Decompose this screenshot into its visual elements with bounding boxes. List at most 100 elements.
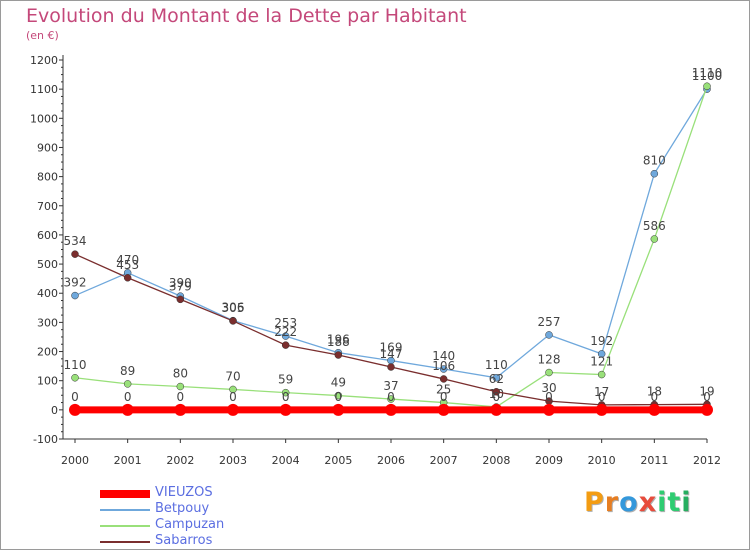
data-point-betpouy [492, 374, 501, 382]
data-point-vieuzos [121, 403, 134, 416]
data-point-sabarros [439, 375, 448, 383]
x-tick-label: 2010 [588, 454, 616, 467]
data-point-vieuzos [227, 403, 239, 416]
data-point-sabarros [492, 388, 501, 396]
data-label-betpouy: 810 [643, 154, 666, 168]
logo-letter: t [667, 487, 682, 518]
data-label-campuzan: 37 [383, 379, 398, 393]
data-point-vieuzos [701, 403, 713, 416]
data-point-campuzan [650, 235, 659, 243]
legend-item-campuzan: Campuzan [100, 517, 300, 534]
data-label-betpouy: 392 [64, 276, 87, 290]
legend-item-betpouy: Betpouy [100, 501, 300, 518]
data-label-betpouy: 196 [327, 333, 350, 347]
data-label-vieuzos: 0 [177, 390, 185, 404]
data-point-campuzan [229, 385, 237, 394]
data-label-vieuzos: 0 [71, 390, 79, 404]
data-point-sabarros [229, 317, 237, 325]
y-tick-label: 700 [37, 200, 58, 213]
legend: VIEUZOS Betpouy Campuzan Sabarros [100, 485, 300, 550]
logo-letter: x [638, 487, 658, 518]
data-label-sabarros: 147 [380, 347, 403, 361]
data-label-betpouy: 306 [222, 301, 245, 315]
x-tick-label: 2001 [114, 454, 142, 467]
x-tick-label: 2003 [219, 454, 247, 467]
data-label-sabarros: 188 [327, 335, 350, 349]
y-tick-label: 0 [51, 404, 58, 417]
data-label-campuzan: 128 [538, 353, 561, 367]
data-point-sabarros [281, 341, 290, 349]
chart-subtitle: (en €) [26, 29, 59, 42]
data-point-betpouy [597, 350, 606, 358]
data-label-betpouy: 1100 [692, 69, 723, 83]
logo-letter: i [657, 487, 668, 518]
logo-letter: i [681, 487, 692, 518]
data-point-vieuzos [69, 403, 81, 416]
data-point-campuzan [597, 370, 606, 379]
data-label-sabarros: 534 [64, 234, 87, 248]
logo-letter: r [604, 487, 620, 518]
y-tick-label: 1200 [30, 54, 58, 67]
data-label-campuzan: 80 [173, 367, 188, 381]
data-label-campuzan: 25 [436, 383, 451, 397]
data-point-campuzan [176, 382, 185, 391]
data-label-vieuzos: 0 [124, 390, 132, 404]
data-point-betpouy [545, 331, 553, 339]
y-tick-label: 600 [37, 229, 58, 242]
data-point-campuzan [703, 82, 711, 90]
data-point-campuzan [334, 391, 343, 400]
y-tick-label: 500 [37, 258, 58, 271]
data-label-sabarros: 222 [274, 325, 297, 339]
legend-swatch [100, 541, 150, 543]
data-label-vieuzos: 0 [440, 390, 448, 404]
data-point-campuzan [545, 368, 553, 377]
y-tick-label: 200 [37, 346, 58, 359]
data-label-betpouy: 169 [380, 341, 403, 355]
data-point-vieuzos [490, 403, 503, 416]
data-point-betpouy [71, 291, 79, 300]
x-tick-label: 2005 [324, 454, 352, 467]
data-point-vieuzos [279, 403, 292, 416]
legend-item-sabarros: Sabarros [100, 533, 300, 550]
y-tick-label: 900 [37, 141, 58, 154]
x-tick-label: 2004 [272, 454, 300, 467]
data-label-sabarros: 18 [647, 385, 662, 399]
logo-letter: P [584, 487, 605, 518]
data-label-betpouy: 390 [169, 276, 192, 290]
chart-title: Evolution du Montant de la Dette par Hab… [26, 5, 467, 27]
data-point-betpouy [439, 365, 448, 373]
data-point-vieuzos [174, 403, 187, 416]
data-label-campuzan: 586 [643, 219, 666, 233]
data-label-sabarros: 106 [432, 359, 455, 373]
legend-swatch [100, 490, 150, 498]
data-label-vieuzos: 0 [598, 390, 606, 404]
y-tick-label: 300 [37, 316, 58, 329]
data-point-campuzan [281, 388, 290, 397]
y-tick-label: 1000 [30, 112, 58, 125]
data-label-sabarros: 62 [489, 372, 504, 386]
x-tick-label: 2012 [693, 454, 721, 467]
data-label-vieuzos: 0 [545, 390, 553, 404]
data-label-betpouy: 140 [432, 349, 455, 363]
legend-label: Sabarros [155, 533, 213, 548]
data-label-campuzan: 110 [64, 358, 87, 372]
data-label-sabarros: 379 [169, 279, 192, 293]
data-point-vieuzos [437, 403, 450, 416]
data-label-vieuzos: 0 [493, 390, 501, 404]
data-point-vieuzos [543, 403, 555, 416]
x-tick-label: 2002 [166, 454, 194, 467]
legend-swatch [100, 509, 150, 511]
legend-label: VIEUZOS [155, 485, 213, 500]
data-label-campuzan: 49 [331, 376, 346, 390]
y-tick-label: -100 [33, 433, 58, 446]
data-point-campuzan [123, 380, 132, 388]
data-point-sabarros [334, 351, 343, 359]
x-tick-label: 2011 [640, 454, 668, 467]
data-point-vieuzos [648, 403, 661, 416]
data-label-campuzan: 121 [590, 355, 613, 369]
data-point-sabarros [387, 363, 395, 371]
data-label-sabarros: 17 [594, 385, 609, 399]
legend-label: Betpouy [155, 501, 210, 516]
data-point-vieuzos [385, 403, 397, 416]
y-tick-label: 100 [37, 375, 58, 388]
